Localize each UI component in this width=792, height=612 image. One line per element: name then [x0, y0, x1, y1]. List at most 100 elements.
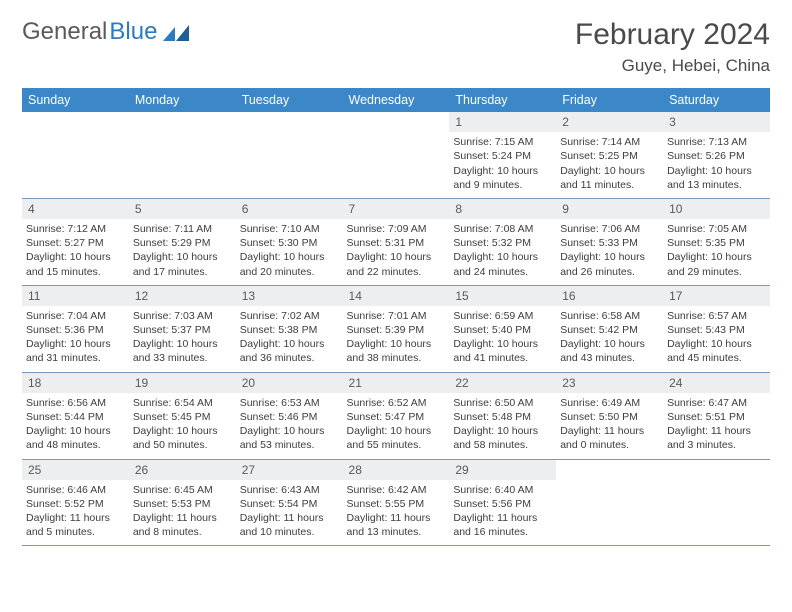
sunset-line: Sunset: 5:25 PM — [560, 149, 659, 163]
sunset-line: Sunset: 5:53 PM — [133, 497, 232, 511]
day-number: 2 — [556, 112, 663, 132]
weekday-header: Wednesday — [343, 88, 450, 112]
calendar-table: SundayMondayTuesdayWednesdayThursdayFrid… — [22, 88, 770, 546]
calendar-cell: 21Sunrise: 6:52 AMSunset: 5:47 PMDayligh… — [343, 372, 450, 459]
calendar-cell: 15Sunrise: 6:59 AMSunset: 5:40 PMDayligh… — [449, 285, 556, 372]
sunset-line: Sunset: 5:36 PM — [26, 323, 125, 337]
daylight-line: Daylight: 10 hours and 36 minutes. — [240, 337, 339, 365]
calendar-cell-empty: . — [129, 112, 236, 198]
brand-word-1: General — [22, 18, 107, 46]
sunset-line: Sunset: 5:37 PM — [133, 323, 232, 337]
sunrise-line: Sunrise: 7:15 AM — [453, 135, 552, 149]
calendar-cell: 26Sunrise: 6:45 AMSunset: 5:53 PMDayligh… — [129, 459, 236, 546]
logo-triangle-icon — [163, 23, 191, 41]
sunset-line: Sunset: 5:32 PM — [453, 236, 552, 250]
sunrise-line: Sunrise: 7:09 AM — [347, 222, 446, 236]
day-number: 22 — [449, 373, 556, 393]
daylight-line: Daylight: 10 hours and 50 minutes. — [133, 424, 232, 452]
calendar-cell: 29Sunrise: 6:40 AMSunset: 5:56 PMDayligh… — [449, 459, 556, 546]
day-number: 28 — [343, 460, 450, 480]
daylight-line: Daylight: 10 hours and 45 minutes. — [667, 337, 766, 365]
sunrise-line: Sunrise: 7:14 AM — [560, 135, 659, 149]
sunset-line: Sunset: 5:38 PM — [240, 323, 339, 337]
sunset-line: Sunset: 5:26 PM — [667, 149, 766, 163]
location-label: Guye, Hebei, China — [575, 56, 770, 76]
sunrise-line: Sunrise: 7:08 AM — [453, 222, 552, 236]
day-number: 5 — [129, 199, 236, 219]
sunrise-line: Sunrise: 6:46 AM — [26, 483, 125, 497]
daylight-line: Daylight: 10 hours and 58 minutes. — [453, 424, 552, 452]
sunset-line: Sunset: 5:50 PM — [560, 410, 659, 424]
sunset-line: Sunset: 5:33 PM — [560, 236, 659, 250]
sunset-line: Sunset: 5:42 PM — [560, 323, 659, 337]
day-number: 9 — [556, 199, 663, 219]
calendar-cell-empty: . — [343, 112, 450, 198]
weekday-header: Saturday — [663, 88, 770, 112]
day-number: 19 — [129, 373, 236, 393]
calendar-cell-empty: . — [236, 112, 343, 198]
daylight-line: Daylight: 11 hours and 0 minutes. — [560, 424, 659, 452]
sunrise-line: Sunrise: 6:57 AM — [667, 309, 766, 323]
weekday-header: Sunday — [22, 88, 129, 112]
sunset-line: Sunset: 5:35 PM — [667, 236, 766, 250]
sunrise-line: Sunrise: 6:49 AM — [560, 396, 659, 410]
day-number: 17 — [663, 286, 770, 306]
calendar-cell: 19 Sunrise: 6:54 AMSunset: 5:45 PMDayligh… — [129, 372, 236, 459]
sunrise-line: Sunrise: 6:56 AM — [26, 396, 125, 410]
day-number: 15 — [449, 286, 556, 306]
calendar-cell: 6 Sunrise: 7:10 AMSunset: 5:30 PMDaylight… — [236, 198, 343, 285]
sunset-line: Sunset: 5:30 PM — [240, 236, 339, 250]
day-number: 26 — [129, 460, 236, 480]
sunset-line: Sunset: 5:54 PM — [240, 497, 339, 511]
brand-word-2: Blue — [109, 18, 157, 46]
sunrise-line: Sunrise: 7:06 AM — [560, 222, 659, 236]
daylight-line: Daylight: 11 hours and 13 minutes. — [347, 511, 446, 539]
calendar-cell: 28Sunrise: 6:42 AMSunset: 5:55 PMDayligh… — [343, 459, 450, 546]
daylight-line: Daylight: 11 hours and 10 minutes. — [240, 511, 339, 539]
month-title: February 2024 — [575, 18, 770, 52]
sunset-line: Sunset: 5:44 PM — [26, 410, 125, 424]
calendar-cell: 5Sunrise: 7:11 AMSunset: 5:29 PMDaylight… — [129, 198, 236, 285]
daylight-line: Daylight: 11 hours and 5 minutes. — [26, 511, 125, 539]
daylight-line: Daylight: 10 hours and 24 minutes. — [453, 250, 552, 278]
calendar-cell: 27Sunrise: 6:43 AMSunset: 5:54 PMDayligh… — [236, 459, 343, 546]
sunrise-line: Sunrise: 6:47 AM — [667, 396, 766, 410]
sunset-line: Sunset: 5:24 PM — [453, 149, 552, 163]
calendar-row: 25Sunrise: 6:46 AMSunset: 5:52 PMDayligh… — [22, 459, 770, 546]
daylight-line: Daylight: 10 hours and 22 minutes. — [347, 250, 446, 278]
daylight-line: Daylight: 10 hours and 33 minutes. — [133, 337, 232, 365]
day-number: 4 — [22, 199, 129, 219]
calendar-cell: 8Sunrise: 7:08 AMSunset: 5:32 PMDaylight… — [449, 198, 556, 285]
sunrise-line: Sunrise: 7:10 AM — [240, 222, 339, 236]
calendar-cell: 18Sunrise: 6:56 AMSunset: 5:44 PMDayligh… — [22, 372, 129, 459]
day-number: 21 — [343, 373, 450, 393]
day-number: 14 — [343, 286, 450, 306]
daylight-line: Daylight: 10 hours and 20 minutes. — [240, 250, 339, 278]
calendar-cell: 24Sunrise: 6:47 AMSunset: 5:51 PMDayligh… — [663, 372, 770, 459]
sunset-line: Sunset: 5:29 PM — [133, 236, 232, 250]
calendar-cell: 23Sunrise: 6:49 AMSunset: 5:50 PMDayligh… — [556, 372, 663, 459]
daylight-line: Daylight: 10 hours and 31 minutes. — [26, 337, 125, 365]
sunset-line: Sunset: 5:45 PM — [133, 410, 232, 424]
calendar-cell: 20Sunrise: 6:53 AMSunset: 5:46 PMDayligh… — [236, 372, 343, 459]
calendar-body: ....1Sunrise: 7:15 AMSunset: 5:24 PMDayl… — [22, 112, 770, 546]
day-number: 20 — [236, 373, 343, 393]
day-number: 6 — [236, 199, 343, 219]
day-number: 24 — [663, 373, 770, 393]
day-number: 7 — [343, 199, 450, 219]
sunrise-line: Sunrise: 6:58 AM — [560, 309, 659, 323]
day-number: 18 — [22, 373, 129, 393]
weekday-header: Tuesday — [236, 88, 343, 112]
daylight-line: Daylight: 10 hours and 38 minutes. — [347, 337, 446, 365]
sunrise-line: Sunrise: 7:02 AM — [240, 309, 339, 323]
daylight-line: Daylight: 11 hours and 3 minutes. — [667, 424, 766, 452]
sunrise-line: Sunrise: 7:03 AM — [133, 309, 232, 323]
sunrise-line: Sunrise: 7:05 AM — [667, 222, 766, 236]
calendar-cell-empty: . — [22, 112, 129, 198]
day-number: 29 — [449, 460, 556, 480]
day-number: 12 — [129, 286, 236, 306]
calendar-cell: 13Sunrise: 7:02 AMSunset: 5:38 PMDayligh… — [236, 285, 343, 372]
day-number: 10 — [663, 199, 770, 219]
brand-logo: GeneralBlue — [22, 18, 191, 46]
sunrise-line: Sunrise: 6:54 AM — [133, 396, 232, 410]
